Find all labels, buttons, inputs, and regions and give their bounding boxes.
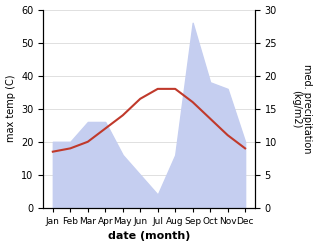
Y-axis label: med. precipitation
(kg/m2): med. precipitation (kg/m2): [291, 64, 313, 153]
Y-axis label: max temp (C): max temp (C): [5, 75, 16, 143]
X-axis label: date (month): date (month): [108, 231, 190, 242]
